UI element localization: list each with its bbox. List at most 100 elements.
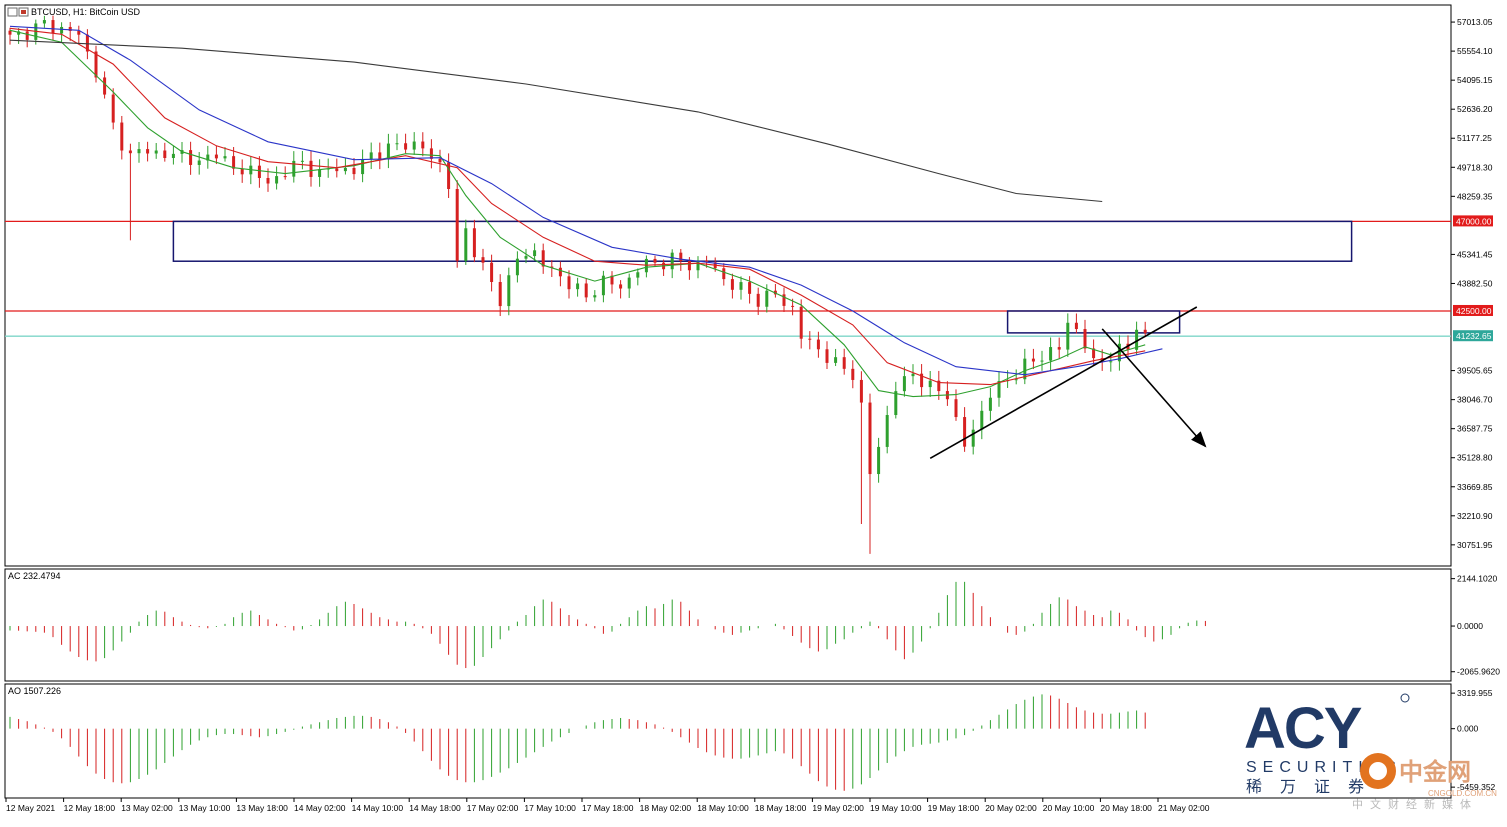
candle-body	[1109, 361, 1113, 363]
candle-body	[963, 417, 967, 447]
candle-body	[619, 284, 623, 289]
candle-23	[206, 145, 210, 169]
candle-body	[524, 256, 528, 259]
candle-92	[799, 299, 803, 349]
price-tick-label: 35128.80	[1457, 453, 1493, 463]
cngold-watermark: 中金网 CNGOLD.COM.CN 中文财经新媒体	[1352, 753, 1497, 811]
time-tick-label: 13 May 02:00	[121, 803, 173, 813]
candle-55	[481, 248, 485, 271]
ac-indicator-label: AC 232.4794	[8, 571, 61, 581]
candle-25	[223, 147, 227, 162]
price-tick-label: 36587.75	[1457, 424, 1493, 434]
candle-body	[111, 94, 115, 123]
candle-67	[584, 278, 588, 303]
price-tick-label: 49718.30	[1457, 162, 1493, 172]
candle-body	[128, 150, 132, 154]
candle-body	[558, 267, 562, 277]
symbol-label: BTCUSD, H1: BitCoin USD	[31, 7, 141, 17]
svg-text:CNGOLD.COM.CN: CNGOLD.COM.CN	[1428, 789, 1497, 798]
candle-15	[137, 142, 141, 163]
candle-48	[421, 132, 425, 157]
candle-body	[318, 169, 322, 177]
candle-body	[670, 252, 674, 270]
candle-body	[283, 176, 287, 178]
time-tick-label: 19 May 02:00	[812, 803, 864, 813]
candle-2	[25, 27, 29, 48]
candle-body	[68, 26, 72, 31]
candle-body	[636, 272, 640, 278]
candle-78	[679, 248, 683, 271]
candle-49	[429, 139, 433, 169]
price-tag-label: 47000.00	[1456, 216, 1492, 226]
price-tag-box	[1453, 215, 1493, 227]
candle-body	[842, 357, 846, 369]
candle-body	[1049, 347, 1053, 361]
candle-body	[722, 268, 726, 280]
price-tick-label: 32210.90	[1457, 511, 1493, 521]
indicator-tick-label: -2065.9620	[1457, 667, 1500, 677]
price-tick-label: 38046.70	[1457, 395, 1493, 405]
ao-indicator-label: AO 1507.226	[8, 686, 61, 696]
candle-56	[490, 254, 494, 292]
candle-66	[576, 277, 580, 297]
candle-body	[300, 160, 304, 162]
candle-44	[386, 133, 390, 169]
candle-119	[1031, 348, 1035, 370]
candle-body	[1135, 329, 1139, 350]
main-layer	[5, 15, 1451, 554]
candle-body	[550, 266, 554, 268]
candle-body	[765, 290, 769, 307]
candle-5	[51, 15, 55, 41]
candle-11	[103, 71, 107, 99]
ac-pane[interactable]	[4, 568, 1452, 682]
time-tick-label: 13 May 10:00	[179, 803, 231, 813]
candle-40	[352, 158, 356, 180]
candle-87	[756, 287, 760, 315]
candle-61	[533, 243, 537, 261]
candle-body	[739, 282, 743, 290]
candle-36	[318, 159, 322, 187]
candle-10	[94, 45, 98, 83]
candle-70	[610, 271, 614, 294]
candle-95	[825, 341, 829, 369]
candle-body	[877, 446, 881, 475]
candle-1	[17, 28, 21, 44]
price-tag-label: 42500.00	[1456, 306, 1492, 316]
main-pane[interactable]	[4, 4, 1452, 567]
price-tick-label: 45341.45	[1457, 249, 1493, 259]
candle-101	[877, 437, 881, 483]
candle-body	[395, 143, 399, 145]
candle-body	[94, 51, 98, 78]
candle-body	[490, 262, 494, 283]
candle-body	[42, 20, 46, 24]
candle-31	[275, 166, 279, 190]
candle-body	[240, 168, 244, 175]
indicator-tick-label: 0.000	[1457, 724, 1479, 734]
candle-body	[1031, 358, 1035, 362]
candle-body	[498, 282, 502, 307]
price-tag-label: 41232.65	[1456, 331, 1492, 341]
candle-123	[1066, 313, 1070, 357]
candle-body	[679, 252, 683, 262]
candle-111	[963, 407, 967, 452]
candle-97	[842, 348, 846, 375]
candle-body	[782, 294, 786, 306]
candle-body	[1083, 329, 1087, 349]
candle-118	[1023, 348, 1027, 385]
time-tick-label: 19 May 10:00	[870, 803, 922, 813]
candle-35	[309, 150, 313, 187]
candle-50	[438, 149, 442, 173]
ao-pane[interactable]	[4, 683, 1452, 799]
candle-body	[481, 257, 485, 263]
candle-30	[266, 168, 270, 192]
svg-text:中文财经新媒体: 中文财经新媒体	[1352, 797, 1478, 811]
candle-body	[85, 34, 89, 52]
candle-body	[232, 156, 236, 169]
candle-34	[300, 150, 304, 170]
candle-106	[920, 364, 924, 397]
candle-99	[859, 371, 863, 524]
projection-arrow	[1101, 328, 1207, 448]
candle-41	[361, 149, 365, 183]
candle-body	[954, 399, 958, 418]
